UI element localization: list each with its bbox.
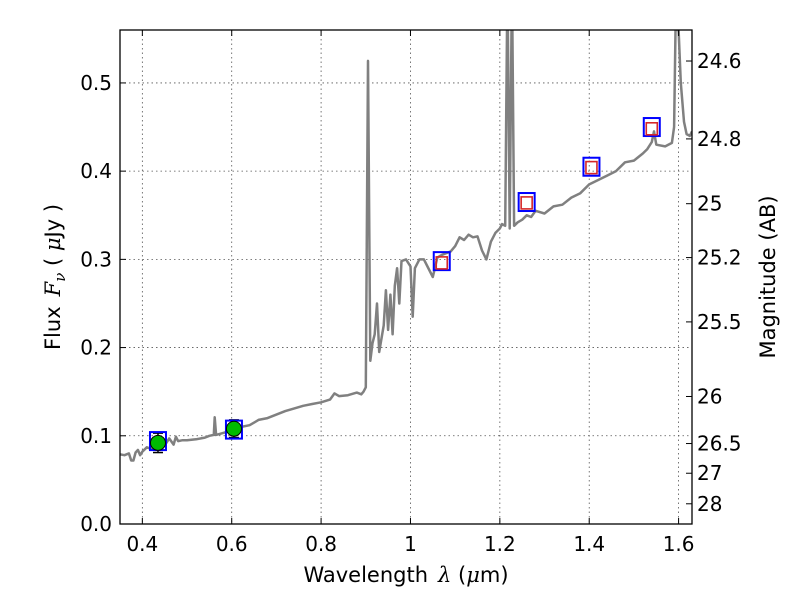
x-axis-label-mu: μ (466, 563, 480, 587)
y2-tick-label: 26 (697, 384, 722, 408)
x-tick-label: 1.2 (484, 532, 516, 556)
x-tick-label: 0.4 (126, 532, 158, 556)
observed-photometry-square (645, 122, 659, 136)
grid-lines (120, 30, 692, 525)
y2-tick-label: 27 (697, 461, 722, 485)
y-axis-label-unit-open: ( (41, 251, 65, 273)
y-tick-label: 0.4 (80, 159, 112, 183)
x-tick-label: 1.6 (663, 532, 695, 556)
y-axis-label-unit: Jy ) (41, 204, 65, 240)
x-tick-label: 1.4 (573, 532, 605, 556)
y2-tick-label: 28 (697, 492, 722, 516)
y2-axis-label: Magnitude (AB) (756, 195, 780, 358)
y2-tick-label: 24.8 (697, 127, 742, 151)
model-photometry-square (432, 251, 451, 272)
model-photometry-square (642, 117, 661, 138)
y-tick-label: 0.0 (80, 512, 112, 536)
y-tick-label: 0.5 (80, 71, 112, 95)
x-tick-label: 1 (404, 532, 417, 556)
y-tick-label: 0.2 (80, 336, 112, 360)
y2-tick-label: 25.5 (697, 310, 742, 334)
x-axis-label: Wavelength λ (μm) (303, 563, 508, 587)
y2-tick-label: 26.5 (697, 432, 742, 456)
x-tick-label: 0.6 (216, 532, 248, 556)
sed-model-line (120, 30, 692, 462)
y2-tick-label: 25.2 (697, 246, 742, 270)
y-tick-label: 0.1 (80, 424, 112, 448)
y-tick-label: 0.3 (80, 247, 112, 271)
plot-frame (119, 29, 693, 525)
observed-photometry-square (585, 160, 598, 175)
observed-photometry-square (435, 256, 449, 270)
x-tick-label: 0.8 (305, 532, 337, 556)
y2-tick-label: 25 (697, 192, 722, 216)
x-axis-label-symbol: λ (437, 563, 451, 587)
observed-photometry-square (520, 196, 533, 210)
plot-area (120, 30, 692, 462)
y-axis-label-mu: μ (41, 237, 65, 251)
x-axis-label-text: Wavelength (303, 563, 428, 587)
axis-ticks: 0.4 0.6 0.8 1 1.2 1.4 1.6 0.0 0.1 0.2 0.3 0.4 0.5 24.… (80, 30, 742, 556)
y-axis-label-symbol: F (41, 280, 65, 297)
model-photometry-square (224, 419, 243, 440)
y2-tick-label: 24.6 (697, 49, 742, 73)
x-axis-label-unit: m) (480, 563, 509, 587)
y-axis-label-subscript: ν (51, 273, 69, 282)
observed-photometry-circle (149, 434, 166, 451)
observed-photometry-circle (225, 420, 242, 437)
model-photometry-square (517, 192, 536, 213)
y-axis-label-text: Flux (41, 306, 65, 350)
x-axis-label-unit-open: ( (451, 563, 466, 587)
model-photometry-square (582, 156, 601, 177)
y-axis-label: Flux Fν ( μJy ) (41, 204, 69, 350)
